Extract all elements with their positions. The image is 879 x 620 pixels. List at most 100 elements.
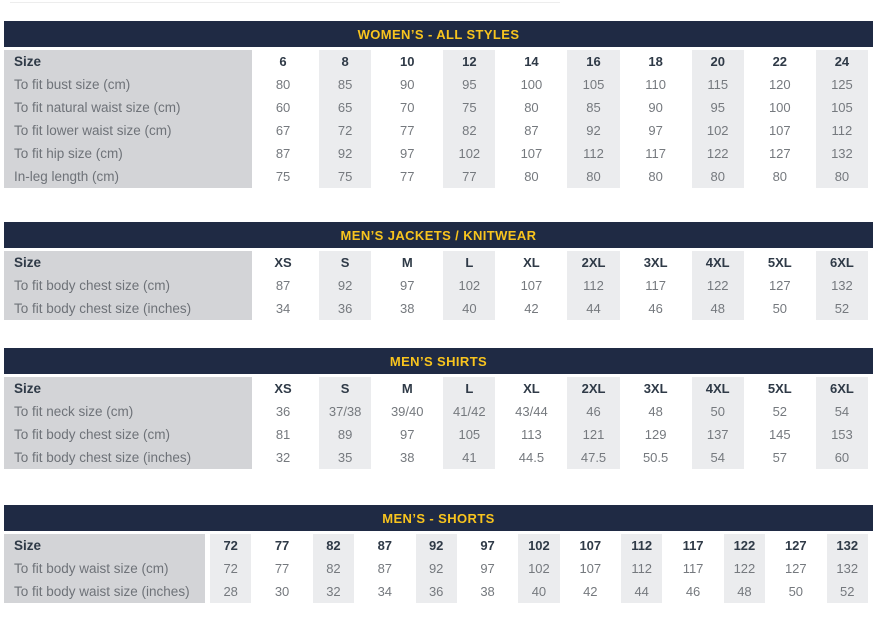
measurement-value-cell: 65 bbox=[314, 96, 376, 119]
measurement-value-cell: 97 bbox=[480, 561, 495, 576]
size-header-row: Size XS S M L XL 2XL 3XL 4XL 5XL 6XL bbox=[4, 251, 873, 274]
measurement-value-cell: 87 bbox=[377, 561, 393, 576]
size-cell: 6 bbox=[279, 54, 287, 69]
measurement-value-cell: 72 bbox=[314, 119, 376, 142]
size-cell: 87 bbox=[377, 538, 393, 553]
measurement-value-cell: 48 bbox=[687, 297, 749, 320]
size-cell: 97 bbox=[480, 538, 495, 553]
measurement-value-cell: 81 bbox=[275, 427, 291, 442]
size-row-label: Size bbox=[4, 50, 252, 73]
measurement-value-cell: 102 bbox=[438, 274, 500, 297]
measurement-row: To fit natural waist size (cm) 60 65 70 75 80… bbox=[4, 96, 873, 119]
measurement-value-cell: 46 bbox=[685, 584, 701, 599]
measurement-label: To fit bust size (cm) bbox=[4, 73, 252, 96]
size-cell: 20 bbox=[687, 50, 749, 73]
size-cell: 107 bbox=[579, 538, 602, 553]
table-title: MEN’S SHIRTS bbox=[389, 353, 488, 369]
measurement-value-cell: 50.5 bbox=[642, 450, 669, 465]
measurement-value-cell: 42 bbox=[583, 584, 598, 599]
measurement-value-cell: 41/42 bbox=[438, 400, 500, 423]
measurement-value-cell: 122 bbox=[719, 557, 770, 580]
size-cell: 22 bbox=[772, 54, 788, 69]
measurement-value-cell: 75 bbox=[438, 96, 500, 119]
size-cell: L bbox=[438, 251, 500, 274]
measurement-value-cell: 132 bbox=[822, 557, 874, 580]
measurement-value-cell: 52 bbox=[811, 297, 873, 320]
size-grid: Size 6 8 10 12 14 16 18 20 22 24 To fit bust size (… bbox=[4, 50, 873, 188]
measurement-value-cell: 125 bbox=[811, 73, 873, 96]
measurement-value-cell: 70 bbox=[400, 100, 415, 115]
size-cell: 18 bbox=[648, 54, 663, 69]
size-header-row: Size 6 8 10 12 14 16 18 20 22 24 bbox=[4, 50, 873, 73]
measurement-value-cell: 35 bbox=[314, 446, 376, 469]
measurement-value-cell: 80 bbox=[648, 169, 663, 184]
measurement-value-cell: 112 bbox=[616, 557, 667, 580]
size-cell: 5XL bbox=[767, 381, 792, 396]
measurement-value-cell: 75 bbox=[314, 165, 376, 188]
measurement-value-cell: 100 bbox=[520, 77, 543, 92]
measurement-row: To fit body waist size (inches) 28 30 32 34 3… bbox=[4, 580, 873, 603]
measurement-value-cell: 92 bbox=[314, 274, 376, 297]
size-table-men-s-jackets-knitwear: MEN’S JACKETS / KNITWEAR Size XS S M L XL 2XL 3X… bbox=[4, 222, 873, 320]
measurement-value-cell: 42 bbox=[524, 301, 539, 316]
measurement-value-cell: 46 bbox=[648, 301, 663, 316]
measurement-label: To fit body chest size (cm) bbox=[4, 423, 252, 446]
measurement-value-cell: 129 bbox=[644, 427, 667, 442]
measurement-row: To fit body chest size (inches) 34 36 38 40 4… bbox=[4, 297, 873, 320]
table-title-bar: MEN’S JACKETS / KNITWEAR bbox=[4, 222, 873, 248]
measurement-value-cell: 38 bbox=[400, 450, 415, 465]
measurement-value-cell: 36 bbox=[275, 404, 291, 419]
size-cell: XL bbox=[523, 381, 540, 396]
measurement-label: To fit hip size (cm) bbox=[4, 142, 252, 165]
size-cell: 2XL bbox=[562, 251, 624, 274]
measurement-value-cell: 28 bbox=[205, 580, 256, 603]
measurement-value-cell: 122 bbox=[687, 274, 749, 297]
measurement-value-cell: 38 bbox=[480, 584, 495, 599]
measurement-value-cell: 117 bbox=[682, 561, 704, 576]
measurement-value-cell: 132 bbox=[811, 274, 873, 297]
measurement-value-cell: 107 bbox=[520, 278, 543, 293]
size-cell: 117 bbox=[682, 538, 704, 553]
measurement-value-cell: 153 bbox=[811, 423, 873, 446]
measurement-value-cell: 46 bbox=[562, 400, 624, 423]
size-cell: M bbox=[401, 381, 413, 396]
measurement-value-cell: 137 bbox=[687, 423, 749, 446]
measurement-value-cell: 80 bbox=[687, 165, 749, 188]
measurement-value-cell: 80 bbox=[524, 169, 539, 184]
measurement-value-cell: 92 bbox=[314, 142, 376, 165]
size-cell: 82 bbox=[308, 534, 359, 557]
measurement-value-cell: 102 bbox=[513, 557, 564, 580]
measurement-value-cell: 50 bbox=[772, 301, 788, 316]
size-table-men-s-shorts: MEN’S - SHORTS Size 72 77 82 87 92 97 102 107 112 1… bbox=[4, 505, 873, 603]
size-cell: M bbox=[401, 255, 413, 270]
measurement-row: To fit body chest size (cm) 81 89 97 105 113 1… bbox=[4, 423, 873, 446]
measurement-value-cell: 80 bbox=[811, 165, 873, 188]
measurement-value-cell: 48 bbox=[648, 404, 663, 419]
size-row-label: Size bbox=[4, 377, 252, 400]
measurement-value-cell: 80 bbox=[524, 100, 539, 115]
divider bbox=[10, 2, 560, 3]
measurement-label: In-leg length (cm) bbox=[4, 165, 252, 188]
size-header-row: Size XS S M L XL 2XL 3XL 4XL 5XL 6XL bbox=[4, 377, 873, 400]
size-cell: 72 bbox=[205, 534, 256, 557]
measurement-value-cell: 48 bbox=[719, 580, 770, 603]
measurement-label: To fit body waist size (inches) bbox=[4, 580, 205, 603]
measurement-value-cell: 105 bbox=[562, 73, 624, 96]
measurement-value-cell: 127 bbox=[784, 561, 807, 576]
size-cell: L bbox=[438, 377, 500, 400]
measurement-value-cell: 43/44 bbox=[515, 404, 548, 419]
measurement-value-cell: 89 bbox=[314, 423, 376, 446]
measurement-value-cell: 112 bbox=[562, 142, 624, 165]
size-cell: 8 bbox=[314, 50, 376, 73]
size-cell: 14 bbox=[524, 54, 539, 69]
measurement-value-cell: 122 bbox=[687, 142, 749, 165]
measurement-row: In-leg length (cm) 75 75 77 77 80 80 80 80 80 80 bbox=[4, 165, 873, 188]
size-cell: 3XL bbox=[643, 255, 668, 270]
measurement-value-cell: 127 bbox=[768, 146, 791, 161]
size-cell: XS bbox=[274, 255, 292, 270]
measurement-value-cell: 107 bbox=[520, 146, 543, 161]
measurement-value-cell: 80 bbox=[562, 165, 624, 188]
measurement-row: To fit neck size (cm) 36 37/38 39/40 41/42 43… bbox=[4, 400, 873, 423]
measurement-value-cell: 41 bbox=[438, 446, 500, 469]
size-cell: 16 bbox=[562, 50, 624, 73]
